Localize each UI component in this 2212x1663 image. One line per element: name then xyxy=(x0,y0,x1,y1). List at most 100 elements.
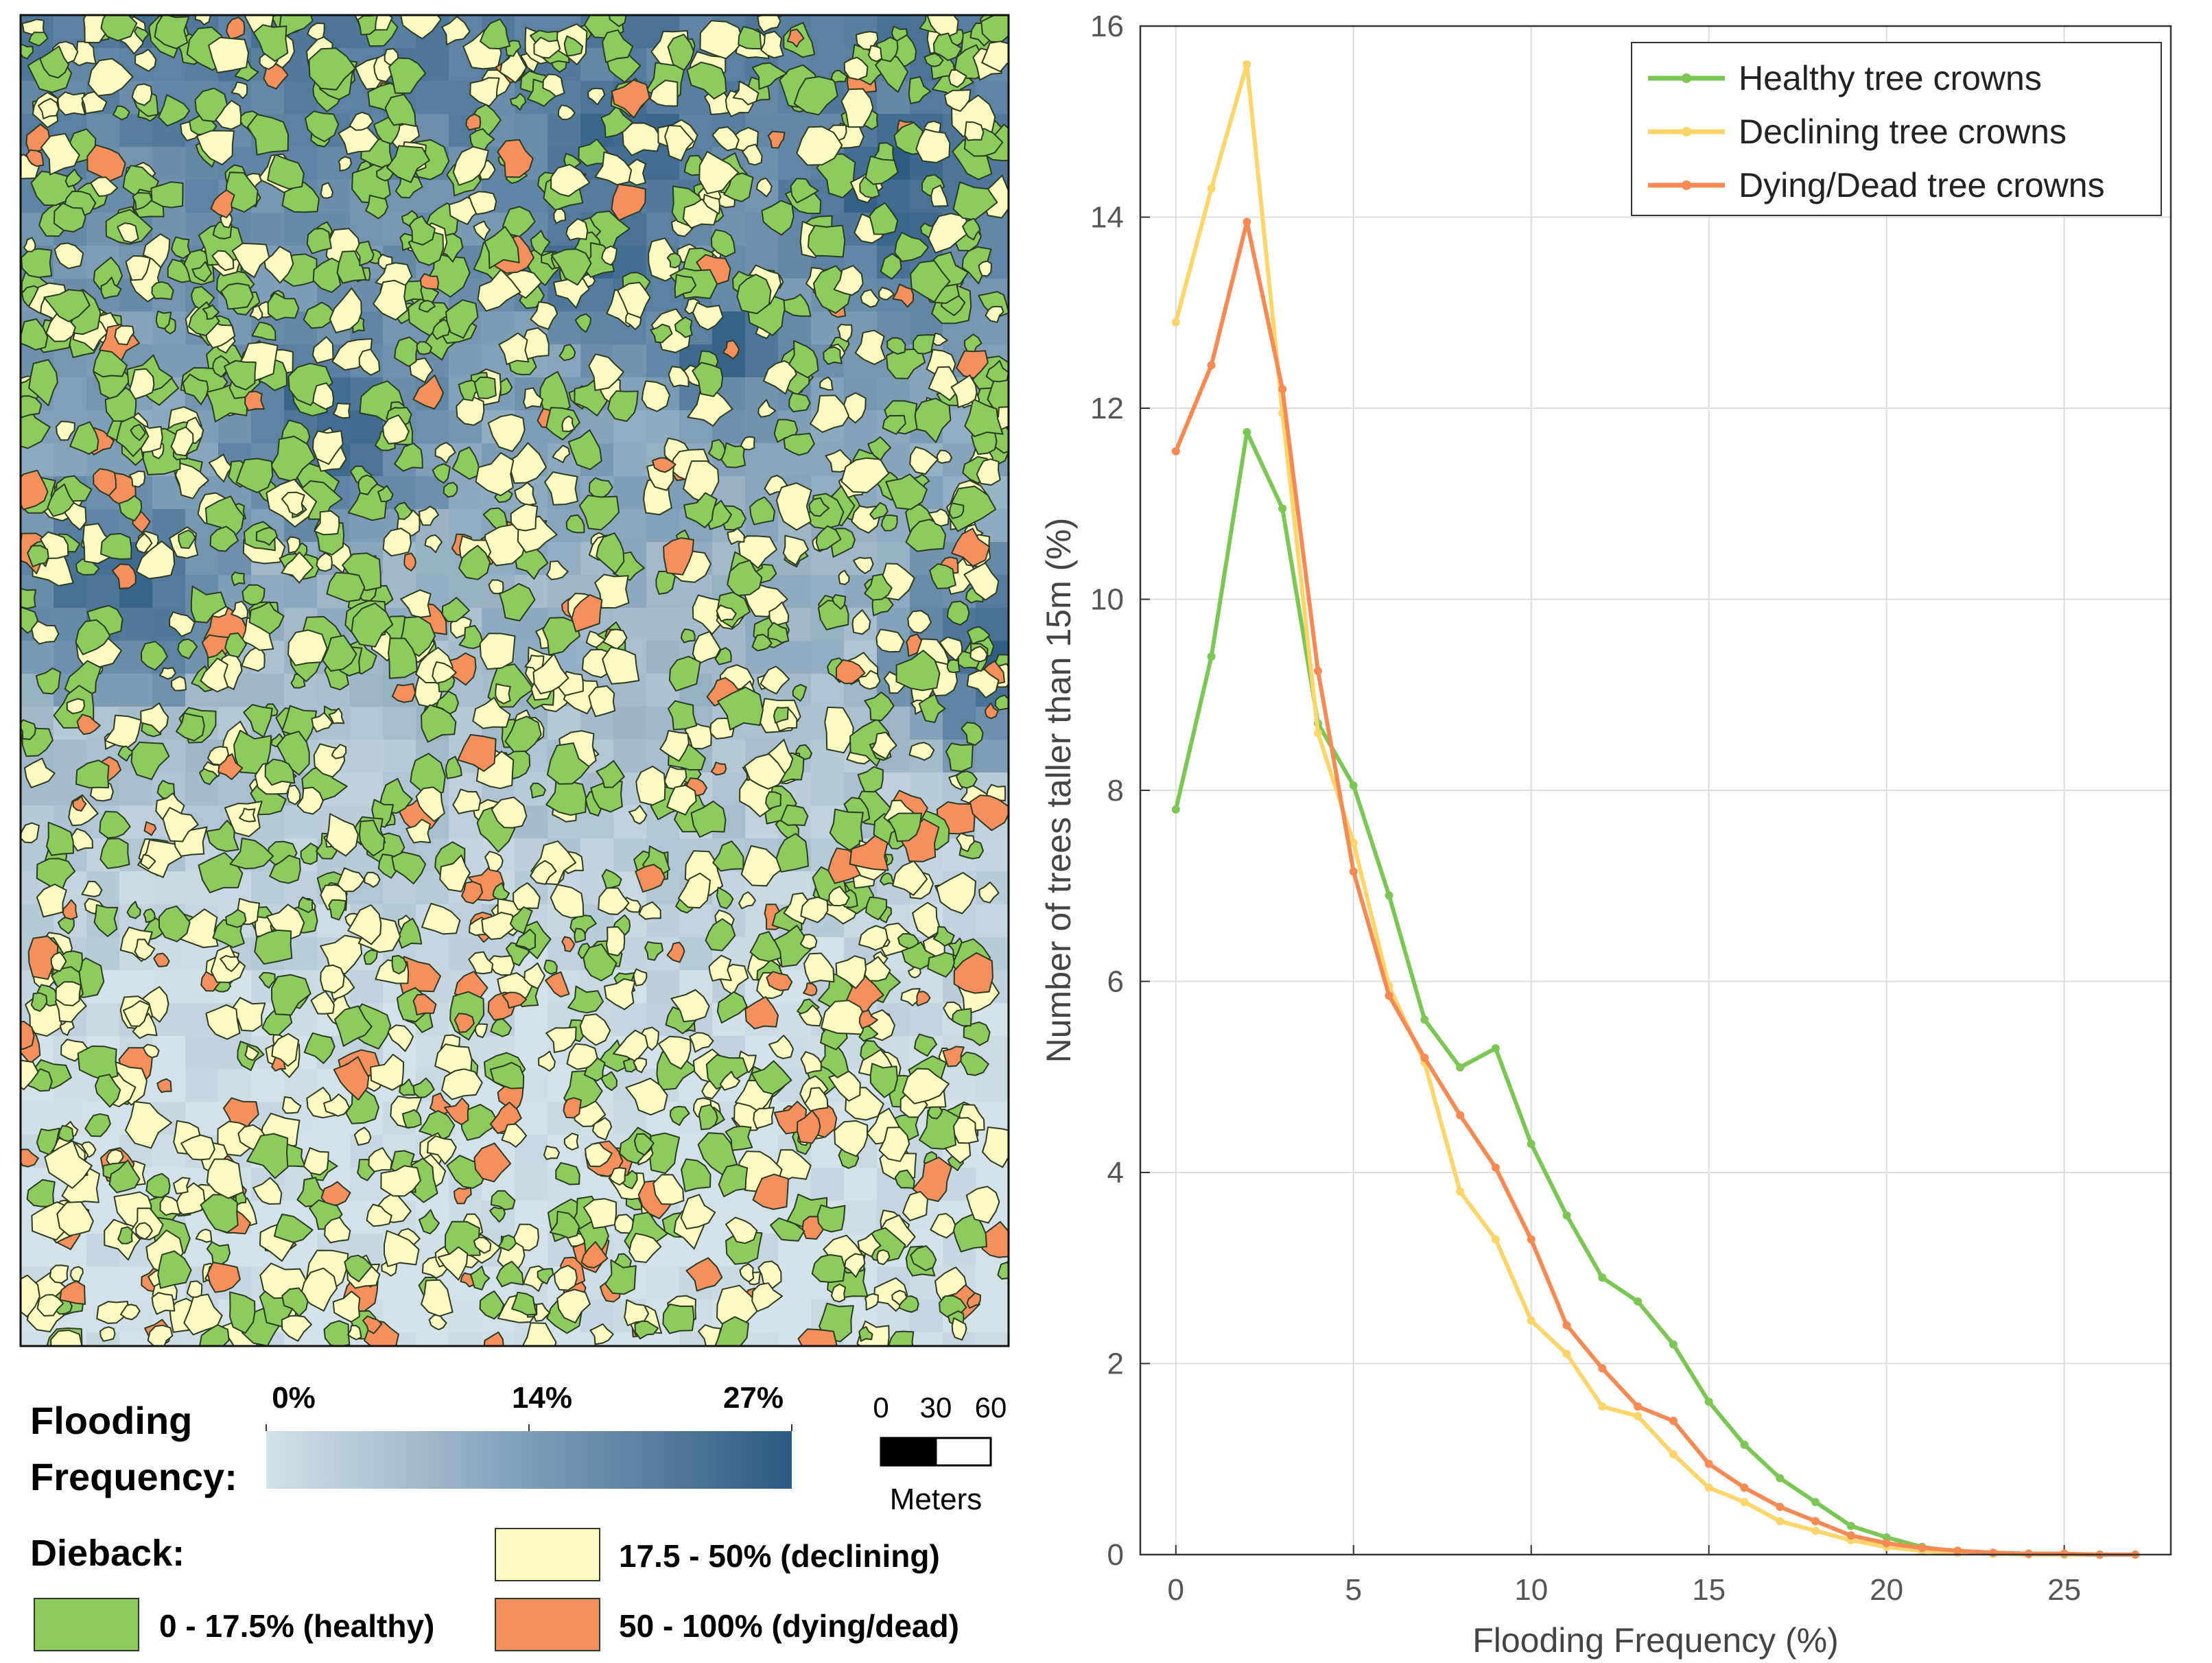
data-point xyxy=(1811,1498,1820,1507)
data-point xyxy=(1420,1053,1429,1062)
dieback-title: Dieback: xyxy=(30,1533,185,1574)
data-point xyxy=(1278,385,1287,394)
colorbar-title-line1: Flooding xyxy=(30,1399,192,1442)
scalebar-tick: 60 xyxy=(975,1391,1007,1424)
data-point xyxy=(1989,1548,1998,1557)
data-point xyxy=(2060,1549,2069,1558)
data-point xyxy=(1846,1522,1855,1531)
data-point xyxy=(1740,1440,1749,1449)
y-tick-label: 10 xyxy=(1090,583,1124,617)
data-point xyxy=(1598,1273,1607,1282)
data-point xyxy=(1918,1544,1927,1553)
data-point xyxy=(1313,729,1322,738)
tree-crowns-layer xyxy=(21,15,1009,1346)
data-point xyxy=(1456,1187,1465,1196)
flood-map xyxy=(19,14,1010,1347)
x-axis-label: Flooding Frequency (%) xyxy=(1472,1621,1839,1660)
data-point xyxy=(1740,1498,1749,1507)
series-lines xyxy=(1171,60,2140,1559)
data-point xyxy=(1704,1459,1713,1468)
x-tick-label: 25 xyxy=(2047,1573,2081,1607)
data-point xyxy=(1704,1397,1713,1406)
data-point xyxy=(1420,1015,1429,1024)
data-point xyxy=(1207,184,1216,193)
data-point xyxy=(1776,1502,1785,1511)
data-point xyxy=(1669,1340,1678,1349)
data-point xyxy=(1243,427,1251,436)
x-tick-label: 0 xyxy=(1168,1573,1184,1607)
data-point xyxy=(1171,805,1180,814)
data-point xyxy=(1562,1349,1571,1358)
x-tick-label: 15 xyxy=(1692,1573,1726,1607)
data-point xyxy=(1634,1412,1643,1421)
x-tick-label: 5 xyxy=(1345,1573,1362,1607)
scalebar-black-segment xyxy=(880,1437,937,1467)
y-tick-label: 16 xyxy=(1090,10,1124,43)
y-tick-label: 6 xyxy=(1107,965,1124,999)
data-point xyxy=(1527,1140,1536,1148)
map-frame xyxy=(19,14,1010,1347)
dieback-swatch-declining xyxy=(495,1528,600,1581)
data-point xyxy=(1634,1297,1643,1306)
x-tick-label: 10 xyxy=(1514,1573,1548,1607)
y-tick-label: 12 xyxy=(1090,392,1124,425)
data-point xyxy=(1953,1546,1962,1555)
data-point xyxy=(1811,1526,1820,1535)
data-point xyxy=(1811,1517,1820,1526)
data-point xyxy=(1634,1402,1643,1411)
y-tick-label: 0 xyxy=(1107,1538,1124,1572)
scalebar-unit: Meters xyxy=(890,1483,982,1516)
data-point xyxy=(1491,1164,1500,1172)
colorbar-tick-label: 14% xyxy=(512,1381,572,1415)
data-point xyxy=(1385,891,1393,900)
data-point xyxy=(1456,1111,1465,1120)
data-point xyxy=(1207,652,1216,661)
y-tick-labels: 0 2 4 6 8 10 12 14 16 xyxy=(1090,10,1124,1572)
data-point xyxy=(1882,1533,1891,1542)
data-point xyxy=(1562,1211,1571,1220)
data-point xyxy=(1669,1450,1678,1459)
dieback-swatch-dying xyxy=(495,1598,600,1651)
data-point xyxy=(1349,867,1358,876)
data-point xyxy=(1491,1235,1500,1244)
scalebar-white-segment xyxy=(934,1437,992,1467)
data-point xyxy=(2024,1549,2033,1558)
scalebar-tick: 0 xyxy=(873,1391,889,1424)
data-point xyxy=(1243,60,1251,69)
x-tick-labels: 0 5 10 15 20 25 xyxy=(1168,1573,2082,1607)
line-chart: 0 5 10 15 20 25 0 2 4 6 8 10 12 14 16 Flooding Freque… xyxy=(1039,10,2172,1660)
colorbar-title-line2: Frequency: xyxy=(30,1455,237,1498)
data-point xyxy=(1562,1321,1571,1330)
legend-entry: Dying/Dead tree crowns xyxy=(1739,166,2105,204)
data-point xyxy=(1776,1474,1785,1483)
data-point xyxy=(1349,838,1358,847)
data-point xyxy=(1882,1539,1891,1548)
x-tick-label: 20 xyxy=(1870,1573,1903,1607)
data-point xyxy=(1171,318,1180,327)
series-line-2 xyxy=(1174,220,2136,1557)
scalebar-tick: 30 xyxy=(920,1391,952,1424)
data-point xyxy=(1171,447,1180,456)
data-point xyxy=(1598,1402,1607,1411)
dieback-label-declining: 17.5 - 50% (declining) xyxy=(619,1538,940,1574)
data-point xyxy=(1349,781,1358,790)
data-point xyxy=(1704,1483,1713,1492)
data-point xyxy=(1456,1063,1465,1072)
data-point xyxy=(1243,217,1251,226)
chart-legend: Healthy tree crowns Declining tree crowns… xyxy=(1631,42,2162,216)
data-point xyxy=(1776,1517,1785,1526)
dieback-label-healthy: 0 - 17.5% (healthy) xyxy=(159,1608,434,1644)
y-tick-label: 4 xyxy=(1107,1156,1124,1190)
data-point xyxy=(1669,1417,1678,1426)
y-tick-label: 8 xyxy=(1107,774,1124,807)
data-point xyxy=(1598,1364,1607,1373)
data-point xyxy=(1527,1235,1536,1244)
legend-entry: Declining tree crowns xyxy=(1739,113,2067,151)
data-point xyxy=(1385,991,1393,1000)
data-point xyxy=(1491,1043,1500,1052)
y-tick-label: 14 xyxy=(1090,201,1124,235)
colorbar-tick-label: 0% xyxy=(272,1381,316,1415)
dieback-label-dying: 50 - 100% (dying/dead) xyxy=(619,1608,959,1644)
